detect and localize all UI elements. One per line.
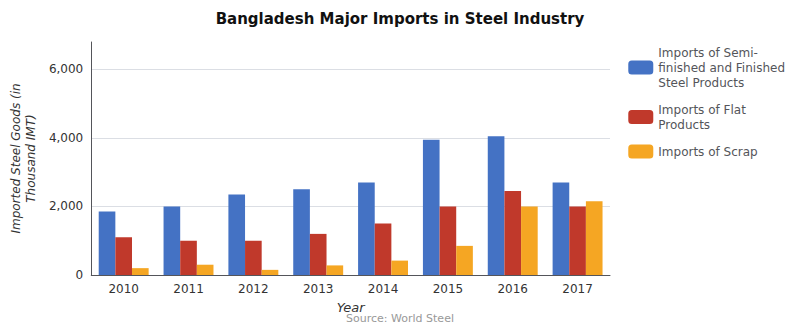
svg-text:2011: 2011 <box>173 282 204 296</box>
svg-text:Source: World Steel: Source: World Steel <box>346 312 454 325</box>
svg-text:Steel Products: Steel Products <box>658 76 744 90</box>
svg-text:Year: Year <box>336 300 365 315</box>
svg-text:4,000: 4,000 <box>49 131 83 145</box>
svg-text:6,000: 6,000 <box>49 62 83 76</box>
svg-text:Imports of Flat: Imports of Flat <box>658 103 746 117</box>
svg-text:finished and Finished: finished and Finished <box>658 61 785 75</box>
svg-text:0: 0 <box>76 268 84 282</box>
svg-text:2012: 2012 <box>238 282 269 296</box>
svg-text:Thousand IMT): Thousand IMT) <box>24 114 38 202</box>
svg-text:Imports of Scrap: Imports of Scrap <box>658 145 757 159</box>
svg-text:2010: 2010 <box>108 282 139 296</box>
svg-text:Imports of Semi-: Imports of Semi- <box>658 46 758 60</box>
svg-text:2,000: 2,000 <box>49 199 83 213</box>
svg-text:Products: Products <box>658 118 710 132</box>
svg-text:2014: 2014 <box>368 282 399 296</box>
svg-text:2017: 2017 <box>562 282 593 296</box>
svg-text:2013: 2013 <box>303 282 334 296</box>
svg-text:Imported Steel Goods (in: Imported Steel Goods (in <box>9 83 23 233</box>
svg-text:Bangladesh Major Imports in St: Bangladesh Major Imports in Steel Indust… <box>216 10 585 28</box>
svg-text:2016: 2016 <box>497 282 528 296</box>
svg-text:2015: 2015 <box>433 282 464 296</box>
